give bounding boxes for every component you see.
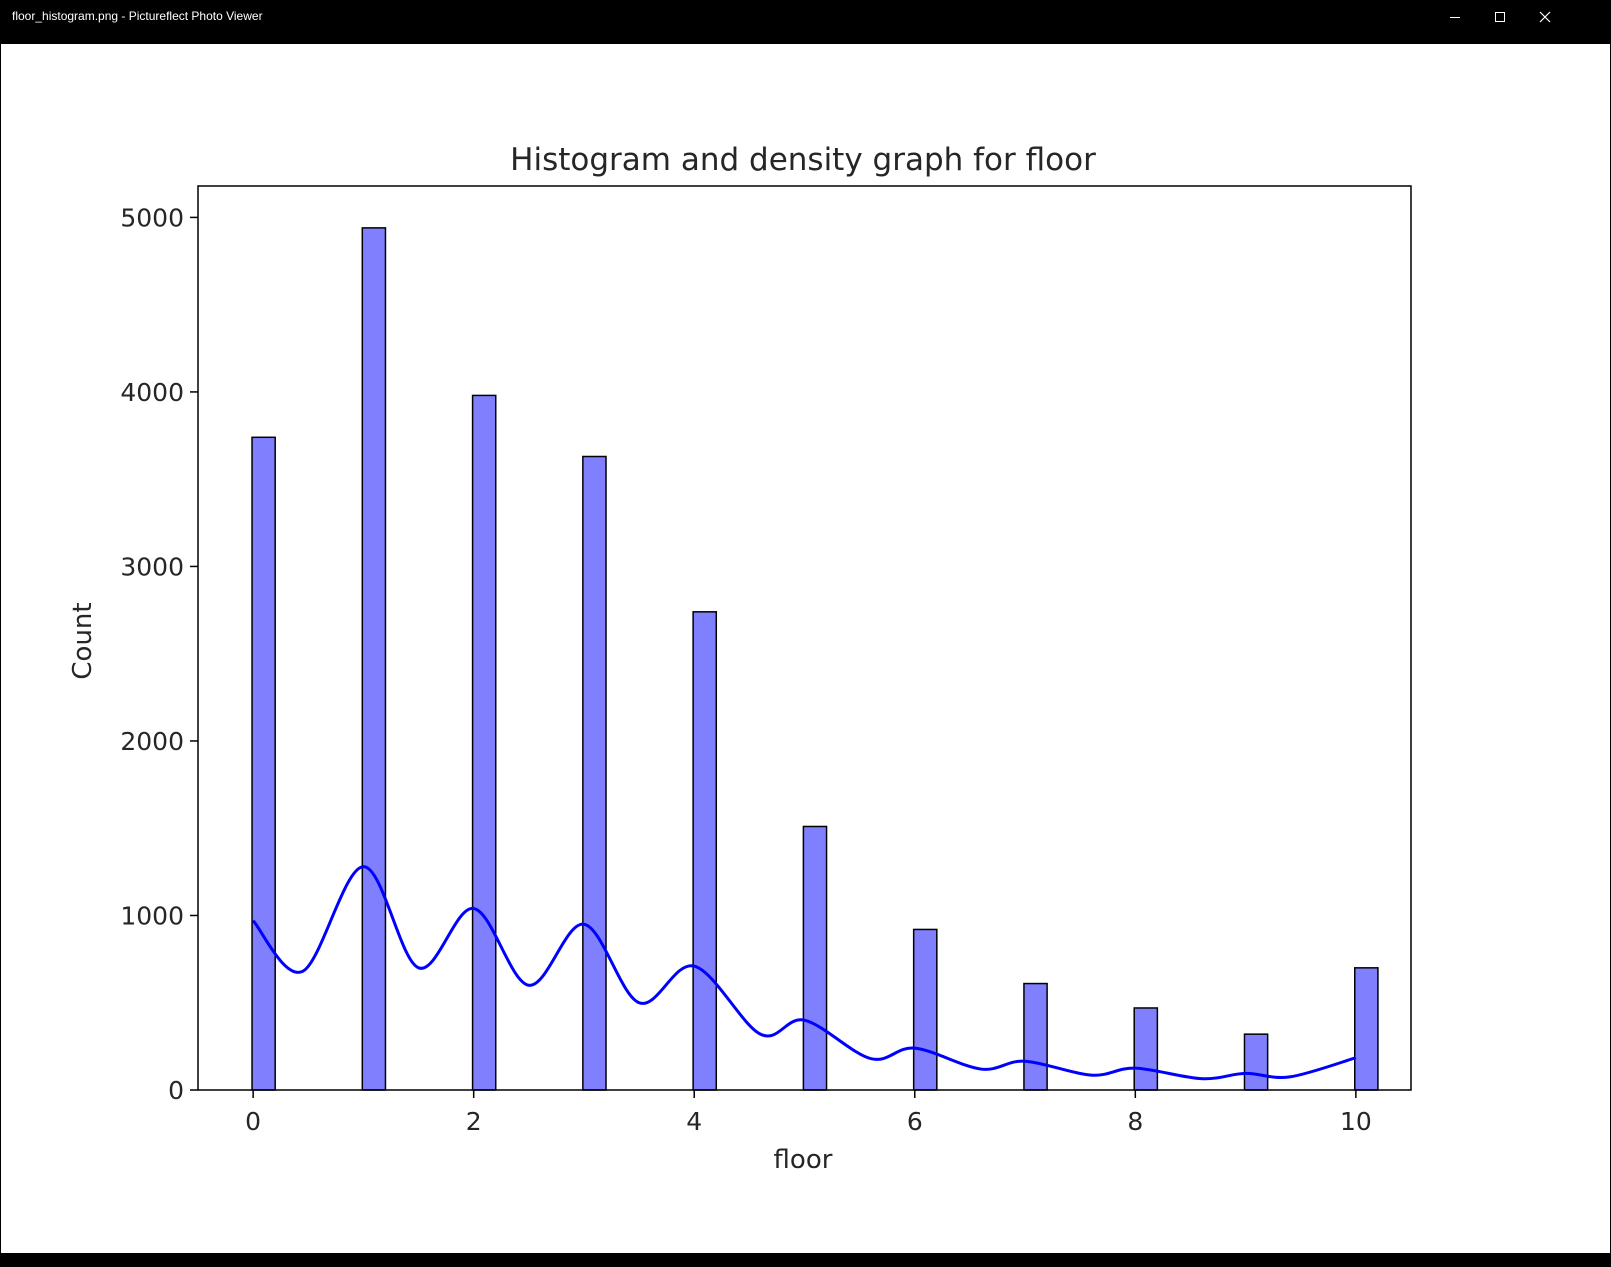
histogram-bar-0: [251, 436, 276, 1091]
histogram-bar-2: [471, 394, 497, 1091]
window-title: floor_histogram.png - Pictureflect Photo…: [12, 9, 263, 23]
x-tick-label: 10: [1340, 1107, 1372, 1136]
histogram-bar-9: [1243, 1033, 1269, 1091]
chart-title: Histogram and density graph for floor: [510, 142, 1096, 178]
density-curve: [251, 865, 1357, 1081]
y-axis-ticks: 0 1000 2000 3000 4000 5000: [120, 203, 198, 1105]
x-axis-label: floor: [774, 1145, 833, 1175]
histogram-chart: Histogram and density graph for floor 0 2…: [68, 142, 1412, 1175]
x-tick-label: 6: [907, 1107, 923, 1136]
minimize-button[interactable]: [1432, 0, 1478, 34]
bottom-strip: [0, 1253, 1611, 1267]
maximize-icon: [1495, 12, 1505, 22]
x-tick-label: 0: [245, 1107, 261, 1136]
y-tick-label: 2000: [120, 727, 184, 756]
histogram-bar-5: [802, 825, 828, 1091]
y-tick-label: 1000: [120, 901, 184, 930]
histogram-bar-4: [692, 611, 718, 1091]
histogram-bar-6: [912, 928, 938, 1091]
x-tick-label: 2: [466, 1107, 482, 1136]
histogram-bar-10: [1354, 967, 1379, 1091]
y-tick-label: 0: [168, 1076, 184, 1105]
y-tick-label: 4000: [120, 378, 184, 407]
y-tick-label: 3000: [120, 552, 184, 581]
histogram-bar-8: [1133, 1007, 1159, 1091]
image-viewport: Histogram and density graph for floor 0 2…: [1, 44, 1610, 1253]
close-icon: [1539, 11, 1551, 23]
histogram-bar-7: [1023, 982, 1048, 1091]
x-tick-label: 8: [1127, 1107, 1143, 1136]
x-tick-label: 4: [686, 1107, 702, 1136]
title-bar: floor_histogram.png - Pictureflect Photo…: [0, 0, 1611, 44]
close-button[interactable]: [1522, 0, 1568, 34]
plot-frame: [197, 185, 1412, 1091]
minimize-icon: [1450, 17, 1460, 18]
histogram-bar-3: [582, 455, 607, 1091]
x-axis-ticks: 0 2 4 6 8 10: [245, 1090, 1372, 1136]
y-tick-label: 5000: [120, 203, 184, 232]
y-axis-label: Count: [68, 602, 98, 679]
bars-layer: [251, 227, 1379, 1091]
maximize-button[interactable]: [1477, 0, 1523, 34]
histogram-bar-1: [361, 227, 387, 1091]
